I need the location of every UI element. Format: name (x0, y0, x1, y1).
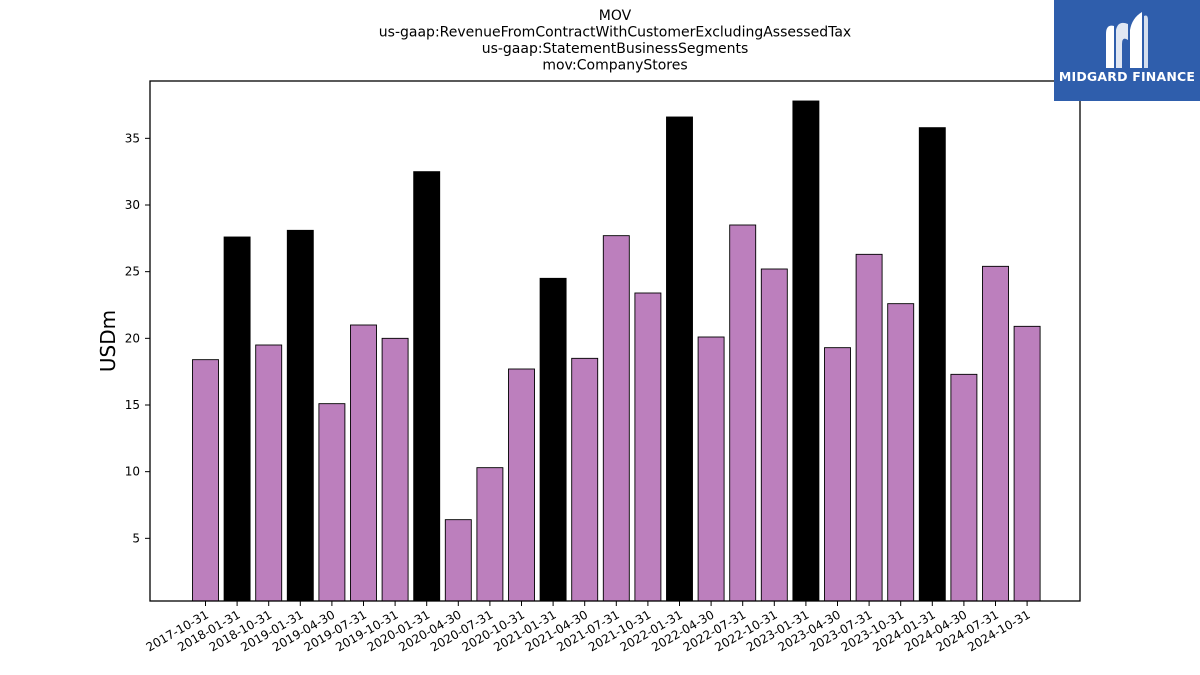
bar (508, 368, 535, 602)
bar (1013, 325, 1041, 602)
x-axis: 2017-10-312018-01-312018-10-312019-01-31… (144, 601, 1033, 654)
logo-text: MIDGARD FINANCE (1058, 69, 1196, 84)
y-tick-label: 15 (125, 398, 140, 412)
bar (223, 236, 251, 602)
bar (887, 303, 915, 602)
bar (634, 292, 662, 602)
bar (855, 253, 883, 602)
bar (760, 268, 788, 602)
chart-title: MOVus-gaap:RevenueFromContractWithCustom… (379, 8, 851, 74)
bar (982, 265, 1009, 602)
bar (950, 373, 978, 602)
bar (286, 229, 314, 602)
y-tick-label: 10 (125, 465, 140, 479)
y-tick-label: 25 (125, 265, 140, 279)
bar (318, 403, 346, 602)
y-axis: 5 10 15 20 25 30 35 (125, 131, 150, 545)
bar (697, 336, 725, 602)
plot-frame (149, 80, 1081, 602)
bar (413, 171, 441, 602)
bar (192, 359, 219, 602)
bar (729, 224, 757, 602)
bar (381, 337, 409, 602)
bar (476, 467, 504, 602)
chart-title-line: MOV (599, 8, 632, 24)
bar (666, 116, 693, 602)
bar (602, 235, 630, 602)
bar (539, 277, 567, 602)
bars (192, 100, 1041, 602)
bar (255, 344, 283, 602)
bar (571, 357, 599, 602)
logo-mark-icon (1106, 12, 1148, 68)
chart-title-line: us-gaap:RevenueFromContractWithCustomerE… (379, 25, 851, 41)
brand-logo: MIDGARD FINANCE (1054, 0, 1200, 101)
bar (824, 347, 851, 602)
chart-title-line: mov:CompanyStores (542, 58, 687, 74)
bar (444, 519, 472, 602)
chart-title-line: us-gaap:StatementBusinessSegments (482, 41, 749, 57)
bar (792, 100, 820, 602)
bar (918, 127, 946, 602)
y-axis-label: USDm (96, 310, 120, 372)
bar (350, 324, 377, 602)
y-tick-label: 30 (125, 198, 140, 212)
y-tick-label: 20 (125, 331, 140, 345)
y-tick-label: 5 (132, 531, 140, 545)
y-tick-label: 35 (125, 131, 140, 145)
